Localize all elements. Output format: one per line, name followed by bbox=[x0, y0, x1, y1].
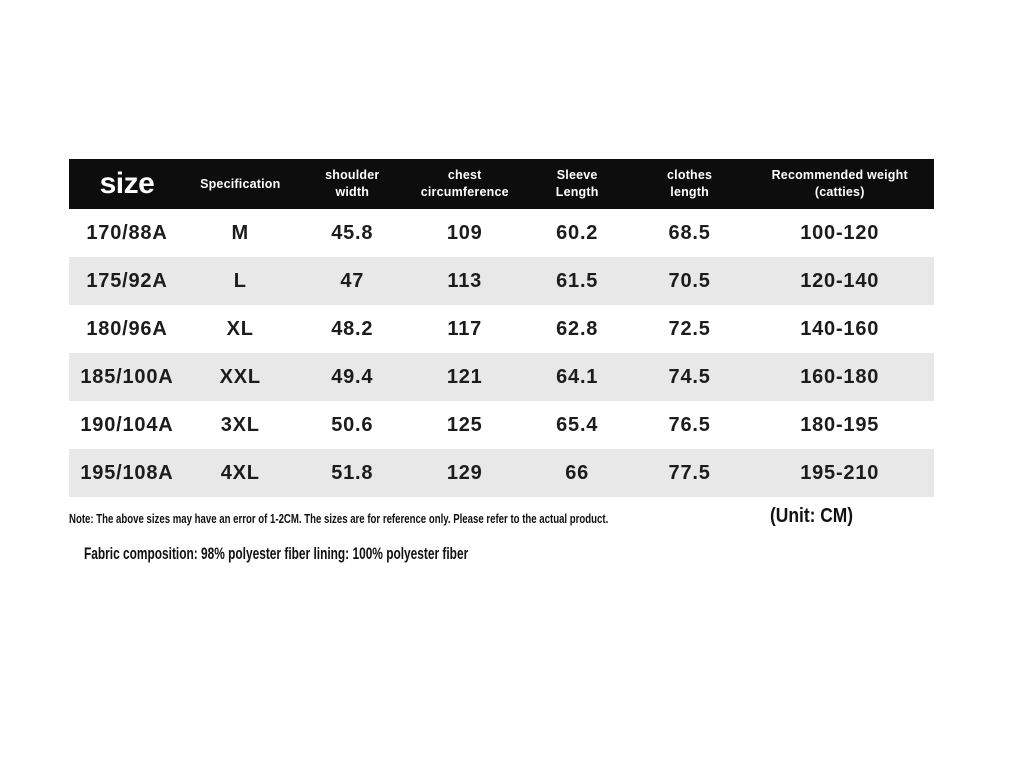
cell-shoulder-width: 48.2 bbox=[331, 317, 374, 340]
table-row: 170/88A M 45.8 109 60.2 68.5 100-120 bbox=[69, 209, 934, 257]
cell-size: 195/108A bbox=[80, 461, 174, 484]
cell-sleeve-length: 61.5 bbox=[556, 269, 599, 292]
cell-sleeve-length: 64.1 bbox=[556, 365, 599, 388]
cell-size: 175/92A bbox=[86, 269, 168, 292]
cell-shoulder-width: 51.8 bbox=[331, 461, 374, 484]
size-chart-table: size Specification shoulder width chest cir… bbox=[69, 159, 934, 497]
cell-recommended-weight: 160-180 bbox=[800, 365, 880, 388]
cell-clothes-length: 72.5 bbox=[668, 317, 711, 340]
col-header-size: size bbox=[99, 167, 155, 200]
table-row: 195/108A 4XL 51.8 129 66 77.5 195-210 bbox=[69, 449, 934, 497]
cell-specification: L bbox=[233, 269, 247, 292]
cell-recommended-weight: 195-210 bbox=[800, 461, 880, 484]
table-row: 190/104A 3XL 50.6 125 65.4 76.5 180-195 bbox=[69, 401, 934, 449]
cell-chest-circumference: 125 bbox=[446, 413, 483, 436]
cell-chest-circumference: 129 bbox=[446, 461, 483, 484]
col-header-shoulder-width: shoulder width bbox=[325, 168, 380, 199]
cell-specification: 3XL bbox=[220, 413, 260, 436]
cell-chest-circumference: 117 bbox=[447, 317, 483, 340]
cell-shoulder-width: 50.6 bbox=[331, 413, 374, 436]
cell-size: 180/96A bbox=[86, 317, 168, 340]
cell-clothes-length: 68.5 bbox=[668, 221, 711, 244]
cell-recommended-weight: 180-195 bbox=[800, 413, 880, 436]
cell-clothes-length: 76.5 bbox=[668, 413, 711, 436]
cell-sleeve-length: 60.2 bbox=[556, 221, 599, 244]
tolerance-note: Note: The above sizes may have an error … bbox=[69, 511, 609, 526]
cell-size: 190/104A bbox=[80, 413, 174, 436]
table-body: 170/88A M 45.8 109 60.2 68.5 100-120 175/92A L 47… bbox=[69, 209, 934, 497]
table-row: 175/92A L 47 113 61.5 70.5 120-140 bbox=[69, 257, 934, 305]
cell-clothes-length: 74.5 bbox=[668, 365, 711, 388]
fabric-composition-note: Fabric composition: 98% polyester fiber … bbox=[84, 544, 469, 563]
col-header-chest-circumference: chest circumference bbox=[420, 168, 509, 199]
cell-specification: XXL bbox=[219, 365, 261, 388]
table-header: size Specification shoulder width chest cir… bbox=[69, 159, 934, 209]
cell-chest-circumference: 113 bbox=[447, 269, 483, 292]
cell-shoulder-width: 47 bbox=[340, 269, 365, 292]
col-header-sleeve-length: Sleeve Length bbox=[555, 168, 599, 199]
col-header-recommended-weight: Recommended weight (catties) bbox=[771, 168, 908, 199]
col-header-specification: Specification bbox=[200, 176, 281, 191]
col-header-clothes-length: clothes length bbox=[667, 168, 713, 199]
cell-clothes-length: 77.5 bbox=[668, 461, 711, 484]
cell-recommended-weight: 120-140 bbox=[800, 269, 880, 292]
cell-size: 170/88A bbox=[86, 221, 168, 244]
cell-recommended-weight: 100-120 bbox=[800, 221, 880, 244]
unit-note: (Unit: CM) bbox=[770, 505, 854, 527]
cell-chest-circumference: 121 bbox=[446, 365, 483, 388]
cell-shoulder-width: 49.4 bbox=[331, 365, 374, 388]
cell-recommended-weight: 140-160 bbox=[800, 317, 880, 340]
cell-size: 185/100A bbox=[80, 365, 174, 388]
cell-specification: M bbox=[231, 221, 249, 244]
cell-specification: XL bbox=[226, 317, 254, 340]
cell-sleeve-length: 62.8 bbox=[556, 317, 599, 340]
table-row: 180/96A XL 48.2 117 62.8 72.5 140-160 bbox=[69, 305, 934, 353]
table-row: 185/100A XXL 49.4 121 64.1 74.5 160-180 bbox=[69, 353, 934, 401]
cell-clothes-length: 70.5 bbox=[668, 269, 711, 292]
cell-chest-circumference: 109 bbox=[446, 221, 483, 244]
header-row: size Specification shoulder width chest cir… bbox=[69, 159, 934, 209]
cell-shoulder-width: 45.8 bbox=[331, 221, 374, 244]
cell-sleeve-length: 66 bbox=[565, 461, 590, 484]
cell-specification: 4XL bbox=[220, 461, 260, 484]
cell-sleeve-length: 65.4 bbox=[556, 413, 599, 436]
